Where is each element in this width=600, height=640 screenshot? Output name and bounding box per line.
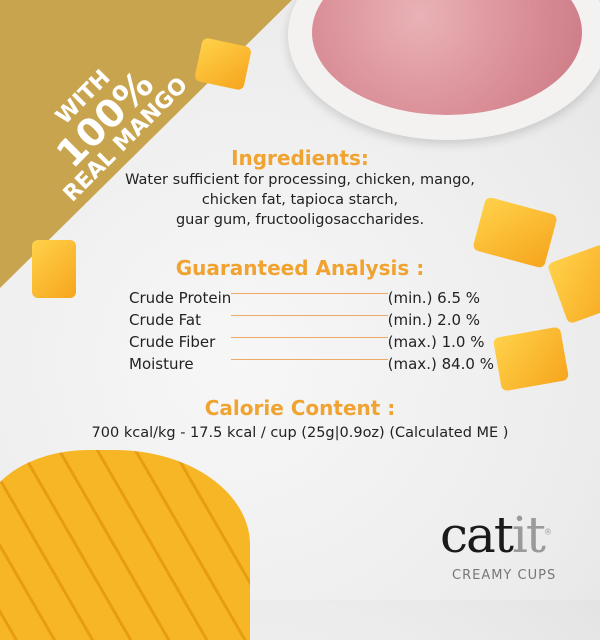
- leader-line: [231, 292, 388, 294]
- analysis-value: (min.) 2.0 %: [387, 311, 481, 329]
- analysis-value: (min.) 6.5 %: [387, 289, 481, 307]
- leader-line: [231, 336, 388, 338]
- analysis-row: Crude Fat (min.) 2.0 %: [129, 309, 494, 331]
- analysis-label: Crude Fat: [129, 311, 201, 329]
- analysis-heading: Guaranteed Analysis :: [175, 256, 425, 280]
- registered-mark: ®: [544, 527, 552, 537]
- ingredients-line: chicken fat, tapioca starch,: [201, 192, 399, 208]
- calorie-text: 700 kcal/kg - 17.5 kcal / cup (25g|0.9oz…: [91, 425, 509, 441]
- ingredients-section: Ingredients:: [0, 146, 600, 170]
- analysis-label: Crude Protein: [129, 289, 232, 307]
- ingredients-line: Water sufficient for processing, chicken…: [125, 172, 475, 188]
- leader-line: [231, 314, 388, 316]
- ingredients-line: guar gum, fructooligosaccharides.: [175, 212, 425, 228]
- mango-cube-image: [32, 240, 76, 298]
- mango-cube-image: [492, 326, 570, 392]
- leader-line: [231, 358, 388, 360]
- catit-logo: catit®: [440, 506, 552, 564]
- analysis-table: Crude Protein (min.) 6.5 % Crude Fat (min.…: [129, 287, 494, 375]
- calorie-heading: Calorie Content :: [204, 396, 396, 420]
- analysis-value: (max.) 1.0 %: [387, 333, 485, 351]
- cut-mango-image: [0, 450, 250, 640]
- analysis-value: (max.) 84.0 %: [387, 355, 494, 373]
- logo-it: it: [511, 506, 546, 564]
- logo-cat: cat: [440, 506, 514, 564]
- analysis-label: Crude Fiber: [129, 333, 216, 351]
- product-line-label: CREAMY CUPS: [452, 568, 557, 583]
- analysis-row: Crude Protein (min.) 6.5 %: [129, 287, 494, 309]
- ingredients-heading: Ingredients:: [231, 146, 369, 170]
- analysis-row: Crude Fiber (max.) 1.0 %: [129, 331, 494, 353]
- analysis-row: Moisture (max.) 84.0 %: [129, 353, 494, 375]
- analysis-label: Moisture: [129, 355, 194, 373]
- ingredients-text: Water sufficient for processing, chicken…: [0, 170, 600, 230]
